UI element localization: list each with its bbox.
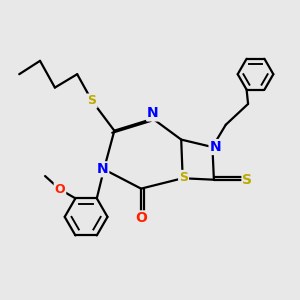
Text: N: N bbox=[210, 140, 221, 154]
Text: S: S bbox=[179, 171, 188, 184]
Text: N: N bbox=[97, 162, 108, 176]
Text: S: S bbox=[88, 94, 97, 107]
Text: O: O bbox=[55, 183, 65, 196]
Text: O: O bbox=[135, 212, 147, 225]
Text: N: N bbox=[147, 106, 159, 120]
Text: S: S bbox=[242, 173, 253, 187]
